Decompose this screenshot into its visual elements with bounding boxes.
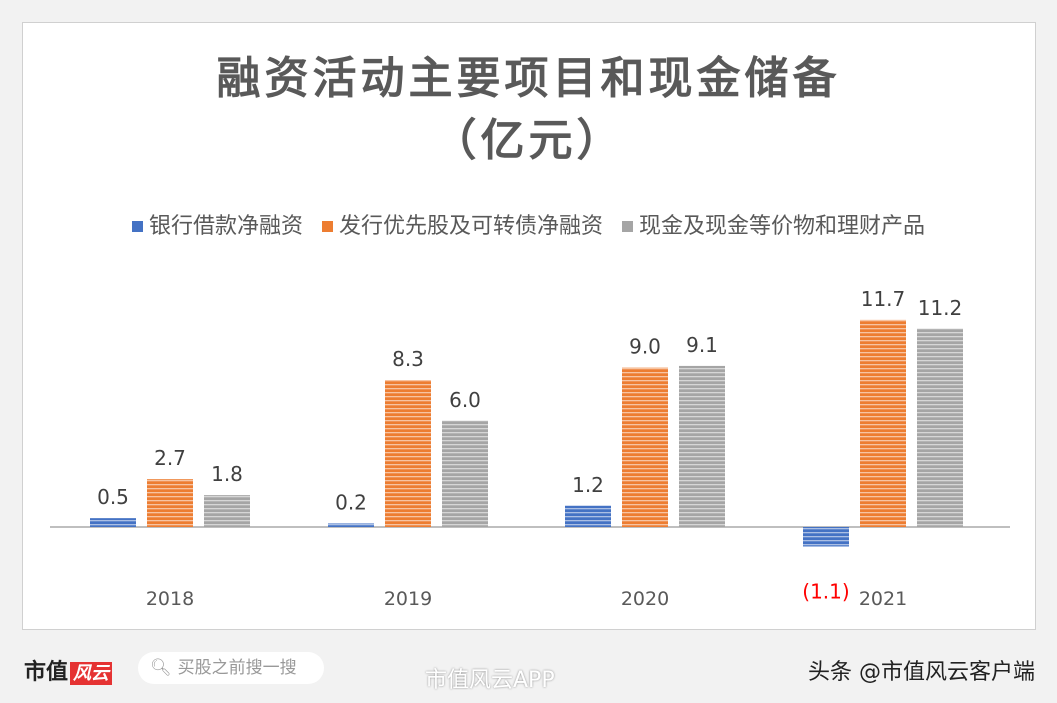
search-box[interactable]: 🔍︎ 买股之前搜一搜: [138, 652, 324, 684]
bar-texture: [917, 328, 963, 527]
bar-texture: [147, 479, 193, 527]
search-placeholder: 买股之前搜一搜: [177, 658, 297, 678]
legend-label: 现金及现金等价物和理财产品: [639, 214, 926, 239]
legend-item: 银行借款净融资: [131, 208, 303, 240]
legend: 银行借款净融资 发行优先股及可转债净融资 现金及现金等价物和理财产品: [0, 208, 1057, 240]
data-label: 8.3: [392, 347, 424, 371]
bar-texture: [385, 380, 431, 527]
legend-label: 银行借款净融资: [148, 214, 303, 239]
data-label: 9.1: [686, 333, 718, 357]
data-label: 0.5: [97, 485, 129, 509]
legend-swatch: [321, 221, 333, 232]
title-line-1: 融资活动主要项目和现金储备: [216, 53, 841, 104]
data-label: 6.0: [449, 388, 481, 412]
data-label: 2.7: [154, 446, 186, 470]
data-label: 0.2: [335, 490, 367, 514]
title-line-2: （亿元）: [432, 115, 625, 166]
legend-item: 发行优先股及可转债净融资: [321, 208, 603, 240]
bar-chart: 2018 0.5 2.7 1.8 2019 0.2 8.3 6.0 2020 1.2 9.0 9.1 2…: [50, 287, 1010, 610]
bar-texture: [860, 319, 906, 527]
toutiao-credit: 头条 @市值风云客户端: [808, 660, 1035, 685]
bar-texture: [679, 365, 725, 527]
bar-texture: [90, 518, 136, 527]
legend-item: 现金及现金等价物和理财产品: [622, 208, 925, 240]
legend-swatch: [622, 221, 633, 232]
x-tick-label: 2019: [384, 588, 432, 610]
footer: 市值 风云 🔍︎ 买股之前搜一搜 市值风云APP 头条 @市值风云客户端: [0, 640, 1057, 703]
bar-texture: [442, 420, 488, 527]
legend-swatch: [131, 221, 143, 232]
bar-texture: [565, 505, 611, 527]
weibo-watermark: 市值风云APP: [425, 668, 555, 693]
legend-label: 发行优先股及可转债净融资: [338, 214, 603, 239]
bar-texture: [803, 527, 849, 547]
x-tick-label: 2020: [621, 588, 669, 610]
bar-texture: [204, 495, 250, 527]
data-label: (1.1): [802, 579, 849, 603]
search-icon: 🔍︎: [150, 658, 172, 678]
bar-texture: [622, 367, 668, 527]
x-tick-label: 2018: [146, 588, 194, 610]
logo: 市值 风云: [24, 654, 113, 686]
data-label: 11.7: [861, 287, 906, 311]
data-label: 11.2: [918, 296, 963, 320]
data-label: 1.2: [572, 473, 604, 497]
data-label: 1.8: [211, 462, 243, 486]
data-label: 9.0: [629, 335, 661, 359]
x-tick-label: 2021: [859, 588, 907, 610]
bar-texture: [328, 523, 374, 527]
chart-title: 融资活动主要项目和现金储备 （亿元）: [0, 48, 1057, 172]
